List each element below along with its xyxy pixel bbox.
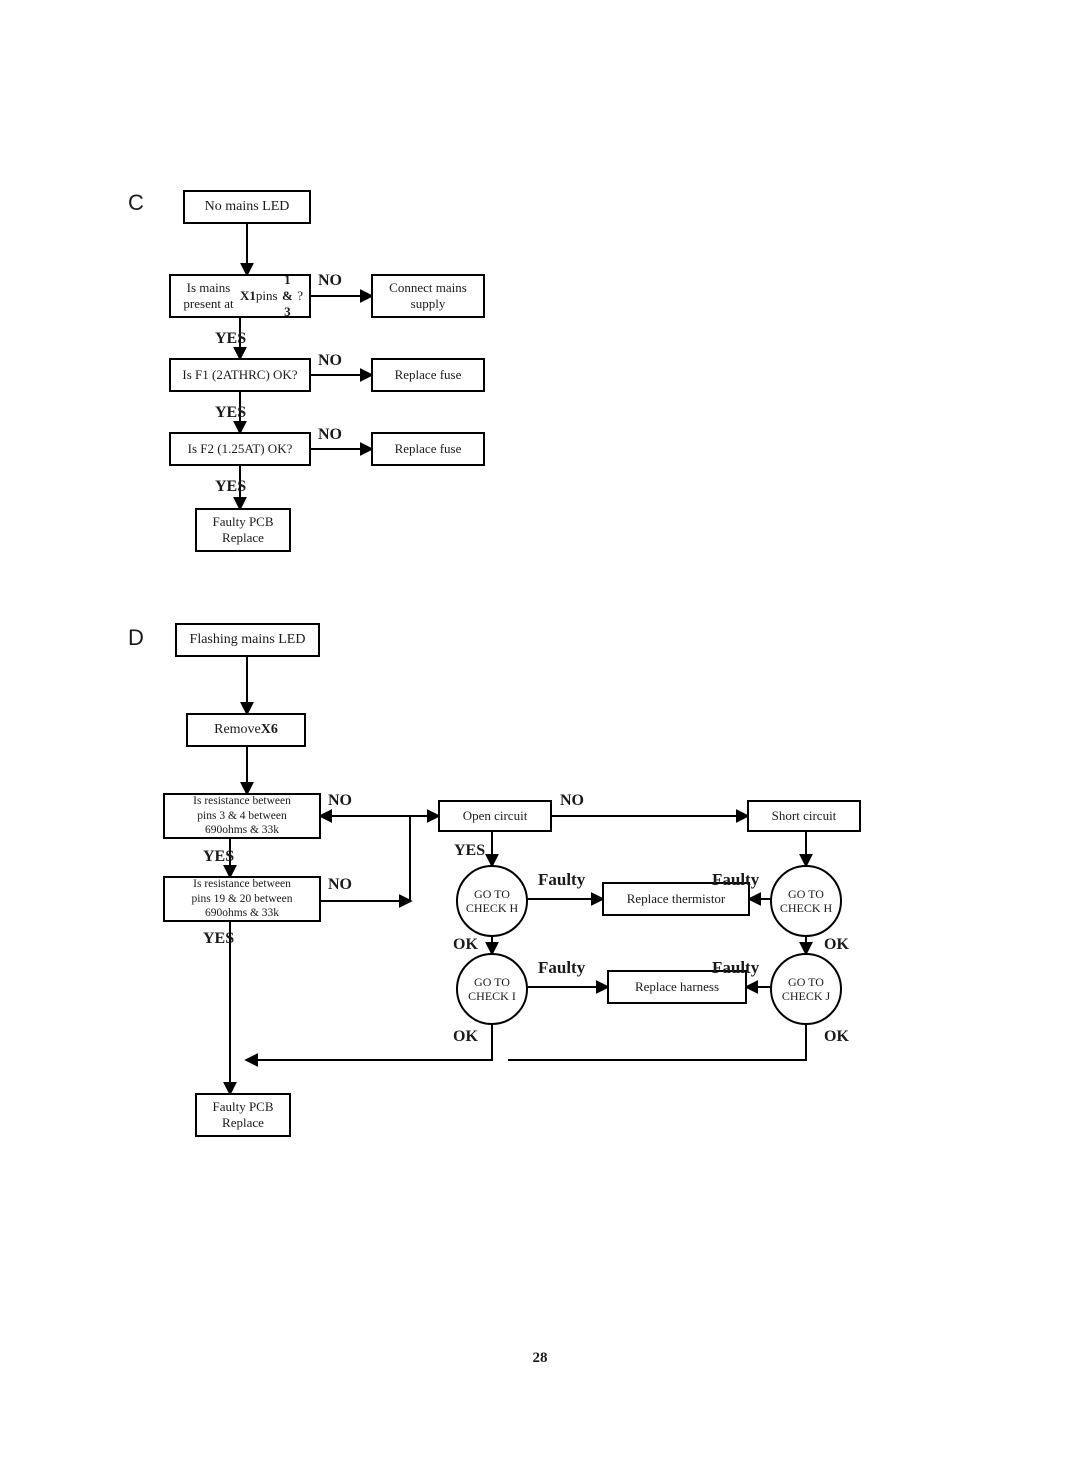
node-c_start: No mains LED: [183, 190, 311, 224]
connectors: [0, 0, 1080, 1457]
edge-label: OK: [824, 936, 849, 954]
node-c_end: Faulty PCBReplace: [195, 508, 291, 552]
node-c_a2: Replace fuse: [371, 358, 485, 392]
edge-label: OK: [453, 936, 478, 954]
node-d_chk_j: GO TOCHECK J: [770, 953, 842, 1025]
flowchart-canvas: C D No mains LED Is mains present atX1 pi…: [0, 0, 1080, 1457]
node-d_chk_h2: GO TOCHECK H: [770, 865, 842, 937]
edge-label: NO: [318, 272, 342, 290]
node-d_chk_h1: GO TOCHECK H: [456, 865, 528, 937]
node-d_q2: Is resistance betweenpins 19 & 20 betwee…: [163, 876, 321, 922]
section-label-d: D: [128, 625, 144, 651]
node-d_q1: Is resistance betweenpins 3 & 4 between6…: [163, 793, 321, 839]
edge-label: YES: [203, 930, 234, 948]
node-c_q2: Is F1 (2ATHRC) OK?: [169, 358, 311, 392]
edge-label: OK: [453, 1028, 478, 1046]
node-d_short: Short circuit: [747, 800, 861, 832]
node-c_q1: Is mains present atX1 pins 1 & 3?: [169, 274, 311, 318]
edge-label: NO: [318, 426, 342, 444]
edge-d_chk_j-.: [508, 1025, 806, 1060]
node-d_chk_i: GO TOCHECK I: [456, 953, 528, 1025]
section-label-c: C: [128, 190, 144, 216]
edge-label: Faulty: [712, 958, 759, 978]
node-d_open: Open circuit: [438, 800, 552, 832]
edge-label: Faulty: [538, 958, 585, 978]
edge-label: YES: [215, 404, 246, 422]
node-c_q3: Is F2 (1.25AT) OK?: [169, 432, 311, 466]
page-number: 28: [0, 1350, 1080, 1367]
node-c_a1: Connect mainssupply: [371, 274, 485, 318]
edge-label: Faulty: [538, 870, 585, 890]
edge-label: NO: [328, 792, 352, 810]
edge-label: NO: [318, 352, 342, 370]
node-d_start: Flashing mains LED: [175, 623, 320, 657]
node-d_remove: Remove X6: [186, 713, 306, 747]
edge-label: YES: [454, 842, 485, 860]
edge-label: YES: [215, 478, 246, 496]
edge-label: OK: [824, 1028, 849, 1046]
node-c_a3: Replace fuse: [371, 432, 485, 466]
node-d_end: Faulty PCBReplace: [195, 1093, 291, 1137]
edge-label: YES: [215, 330, 246, 348]
edge-label: YES: [203, 848, 234, 866]
edge-label: NO: [560, 792, 584, 810]
edge-label: NO: [328, 876, 352, 894]
edge-label: Faulty: [712, 870, 759, 890]
